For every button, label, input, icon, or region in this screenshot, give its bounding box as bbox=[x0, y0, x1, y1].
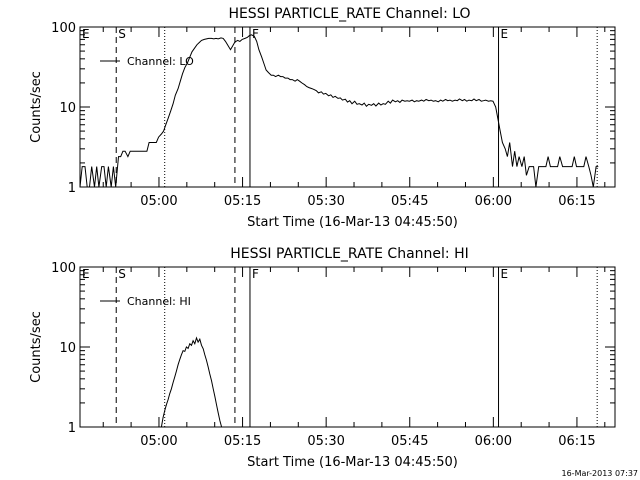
chart-lo-xtick-label: 06:00 bbox=[475, 194, 512, 209]
chart-hi-marker-label-f: F bbox=[252, 267, 259, 281]
chart-hi-ytick-label: 100 bbox=[51, 261, 76, 276]
chart-lo-ytick-label: 1 bbox=[68, 181, 76, 196]
chart-lo-legend-label: Channel: LO bbox=[127, 55, 194, 68]
chart-lo-marker-label-s: S bbox=[118, 27, 126, 41]
chart-lo-title: HESSI PARTICLE_RATE Channel: LO bbox=[228, 6, 470, 22]
chart-lo-marker-label-e: E bbox=[82, 27, 90, 41]
chart-hi-xtick-label: 06:00 bbox=[475, 434, 512, 449]
chart-hi-series-line bbox=[160, 336, 223, 428]
footer-timestamp: 16-Mar-2013 07:37 bbox=[562, 469, 639, 478]
chart-hi-xtick-label: 05:15 bbox=[224, 434, 261, 449]
chart-lo-xtick-label: 05:15 bbox=[224, 194, 261, 209]
chart-hi-title: HESSI PARTICLE_RATE Channel: HI bbox=[230, 246, 468, 262]
chart-lo-ytick-label: 100 bbox=[51, 21, 76, 36]
chart-lo-xtick-label: 05:30 bbox=[307, 194, 344, 209]
chart-lo-xtick-label: 05:00 bbox=[140, 194, 177, 209]
chart-hi-xtick-label: 05:45 bbox=[391, 434, 428, 449]
chart-hi-ytick-label: 10 bbox=[59, 341, 76, 356]
chart-lo-xtick-label: 05:45 bbox=[391, 194, 428, 209]
chart-hi-marker-label-s: S bbox=[118, 267, 126, 281]
chart-hi-marker-label-e: E bbox=[501, 267, 509, 281]
chart-lo-y-axis-label: Counts/sec bbox=[29, 71, 44, 143]
chart-hi-marker-label-e: E bbox=[82, 267, 90, 281]
chart-lo-marker-label-e: E bbox=[501, 27, 509, 41]
chart-hi-plot-frame bbox=[79, 266, 616, 428]
chart-lo-series-line bbox=[79, 34, 599, 188]
chart-lo-plot-frame bbox=[79, 26, 616, 188]
chart-hi-xtick-label: 05:30 bbox=[307, 434, 344, 449]
chart-hi-legend-label: Channel: HI bbox=[127, 295, 191, 308]
chart-hi-ytick-label: 1 bbox=[68, 421, 76, 436]
chart-lo-x-axis-label: Start Time (16-Mar-13 04:45:50) bbox=[247, 215, 458, 230]
chart-hi-x-axis-label: Start Time (16-Mar-13 04:45:50) bbox=[247, 455, 458, 470]
chart-lo-xtick-label: 06:15 bbox=[558, 194, 595, 209]
chart-lo-ytick-label: 10 bbox=[59, 101, 76, 116]
chart-lo-marker-label-f: F bbox=[252, 27, 259, 41]
chart-hi-y-axis-label: Counts/sec bbox=[29, 311, 44, 383]
chart-hi-xtick-label: 05:00 bbox=[140, 434, 177, 449]
chart-hi-xtick-label: 06:15 bbox=[558, 434, 595, 449]
